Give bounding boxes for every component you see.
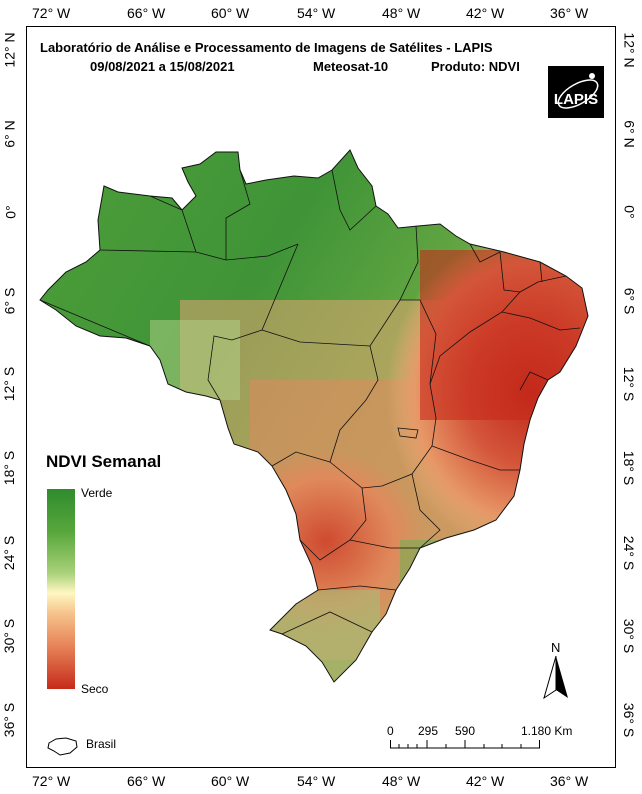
scale-label: 295 xyxy=(418,724,439,738)
brasil-legend-label: Brasil xyxy=(86,737,117,751)
legend-title: NDVI Semanal xyxy=(46,452,162,471)
lon-tick: 60° W xyxy=(211,5,250,21)
scale-label: 0 xyxy=(387,724,394,738)
scale-bar xyxy=(390,740,540,749)
ramp-top-label: Verde xyxy=(81,486,113,500)
lon-tick: 54° W xyxy=(297,773,336,789)
lon-tick: 48° W xyxy=(382,773,421,789)
lon-tick: 60° W xyxy=(211,773,250,789)
scale-label: 1.180 Km xyxy=(521,724,573,738)
lon-tick: 72° W xyxy=(32,5,71,21)
north-arrow-label: N xyxy=(551,640,561,655)
lapis-logo: LAPIS xyxy=(548,66,604,118)
scale-label: 590 xyxy=(455,724,476,738)
lon-tick: 72° W xyxy=(32,773,71,789)
lon-tick: 42° W xyxy=(466,5,505,21)
lapis-logo-icon xyxy=(557,73,599,109)
ramp-bottom-label: Seco xyxy=(81,682,109,696)
lon-tick: 36° W xyxy=(550,773,589,789)
lon-tick: 54° W xyxy=(297,5,336,21)
ndvi-color-ramp xyxy=(47,489,75,689)
lapis-logo-text: LAPIS xyxy=(553,91,599,108)
lon-tick: 66° W xyxy=(127,5,166,21)
map-product: Produto: NDVI xyxy=(431,59,520,74)
map-satellite: Meteosat-10 xyxy=(313,59,389,74)
lon-tick: 36° W xyxy=(550,5,589,21)
north-arrow-icon xyxy=(543,656,568,700)
lon-tick: 66° W xyxy=(127,773,166,789)
map-title: Laboratório de Análise e Processamento d… xyxy=(40,40,493,55)
lon-tick: 42° W xyxy=(466,773,505,789)
map-period: 09/08/2021 a 15/08/2021 xyxy=(90,59,235,74)
lon-tick: 48° W xyxy=(382,5,421,21)
brasil-outline-icon xyxy=(47,737,78,756)
